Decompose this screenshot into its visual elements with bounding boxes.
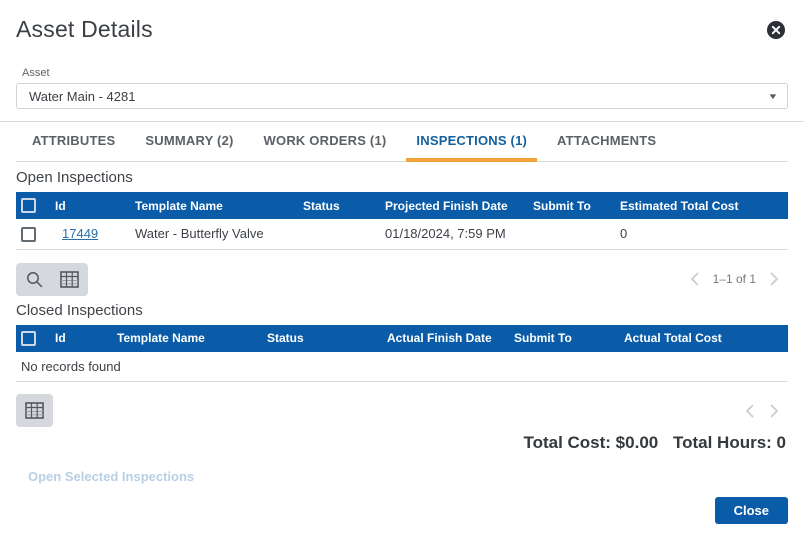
column-header-actual-total-cost[interactable]: Actual Total Cost	[619, 324, 788, 352]
select-all-checkbox[interactable]	[21, 198, 36, 214]
column-grid-icon[interactable]	[60, 270, 79, 288]
open-table-footer: 1–1 of 1	[16, 262, 788, 296]
open-inspections-table: Id Template Name Status Projected Finish…	[16, 192, 788, 250]
prev-page-icon[interactable]	[689, 271, 701, 287]
closed-table-toolbar	[16, 394, 53, 427]
tab-inspections[interactable]: INSPECTIONS (1)	[406, 133, 537, 162]
cell-projected-finish-date: 01/18/2024, 7:59 PM	[380, 219, 528, 250]
open-table-toolbar	[16, 262, 88, 296]
column-header-submit-to[interactable]: Submit To	[528, 192, 615, 219]
open-table-pagination: 1–1 of 1	[689, 271, 788, 287]
cell-template-name: Water - Butterfly Valve	[130, 219, 298, 250]
cell-estimated-total-cost: 0	[615, 219, 788, 250]
modal-header: Asset Details	[16, 0, 788, 45]
open-table-header-row: Id Template Name Status Projected Finish…	[16, 192, 788, 219]
next-page-icon[interactable]	[768, 271, 780, 287]
table-row: 17449 Water - Butterfly Valve 01/18/2024…	[16, 219, 788, 250]
tab-summary[interactable]: SUMMARY (2)	[145, 133, 234, 148]
open-inspections-heading: Open Inspections	[16, 169, 133, 186]
tab-bar: ATTRIBUTES SUMMARY (2) WORK ORDERS (1) I…	[16, 122, 788, 162]
asset-select[interactable]: Water Main - 4281 ▼	[16, 83, 788, 109]
total-hours-value: Total Hours: 0	[672, 433, 786, 452]
column-header-submit-to[interactable]: Submit To	[509, 324, 619, 352]
asset-select-value: Water Main - 4281	[29, 88, 136, 104]
prev-page-icon[interactable]	[744, 403, 756, 419]
chevron-down-icon: ▼	[767, 91, 779, 101]
tab-attributes[interactable]: ATTRIBUTES	[32, 133, 116, 148]
column-header-actual-finish-date[interactable]: Actual Finish Date	[382, 324, 509, 352]
no-records-text: No records found	[16, 351, 788, 382]
column-grid-icon[interactable]	[25, 402, 44, 419]
inspection-id-link[interactable]: 17449	[62, 226, 99, 242]
closed-inspections-heading: Closed Inspections	[16, 301, 143, 319]
totals-summary: Total Cost: $0.00 Total Hours: 0	[16, 433, 788, 453]
open-selected-inspections-link[interactable]: Open Selected Inspections	[28, 469, 195, 484]
column-header-template-name[interactable]: Template Name	[112, 324, 262, 352]
column-header-projected-finish-date[interactable]: Projected Finish Date	[380, 192, 528, 219]
closed-select-all-checkbox[interactable]	[21, 330, 36, 346]
empty-row: No records found	[16, 351, 788, 382]
asset-field: Asset Water Main - 4281 ▼	[16, 67, 788, 109]
closed-table-header-row: Id Template Name Status Actual Finish Da…	[16, 324, 788, 352]
header-divider	[0, 121, 804, 122]
modal-footer: Close	[714, 497, 788, 524]
column-header-id[interactable]: Id	[50, 192, 130, 219]
next-page-icon[interactable]	[768, 403, 780, 419]
column-header-status[interactable]: Status	[262, 324, 382, 352]
closed-table-pagination	[744, 403, 788, 419]
column-header-status[interactable]: Status	[298, 192, 380, 219]
cell-status	[298, 219, 380, 250]
close-icon[interactable]	[764, 18, 788, 45]
pagination-label: 1–1 of 1	[712, 272, 756, 286]
column-header-template-name[interactable]: Template Name	[130, 192, 298, 219]
tab-work-orders[interactable]: WORK ORDERS (1)	[263, 133, 387, 148]
column-header-estimated-total-cost[interactable]: Estimated Total Cost	[615, 192, 788, 219]
cell-submit-to	[528, 219, 615, 250]
asset-field-label: Asset	[22, 67, 50, 79]
closed-table-footer	[16, 394, 788, 427]
close-button[interactable]: Close	[714, 497, 788, 524]
page-title: Asset Details	[16, 16, 153, 42]
closed-inspections-table: Id Template Name Status Actual Finish Da…	[16, 324, 788, 382]
tab-attachments[interactable]: ATTACHMENTS	[557, 133, 657, 148]
row-checkbox[interactable]	[21, 226, 36, 242]
column-header-id[interactable]: Id	[50, 324, 112, 352]
total-cost-value: Total Cost: $0.00	[523, 433, 659, 452]
search-icon[interactable]	[25, 270, 44, 289]
